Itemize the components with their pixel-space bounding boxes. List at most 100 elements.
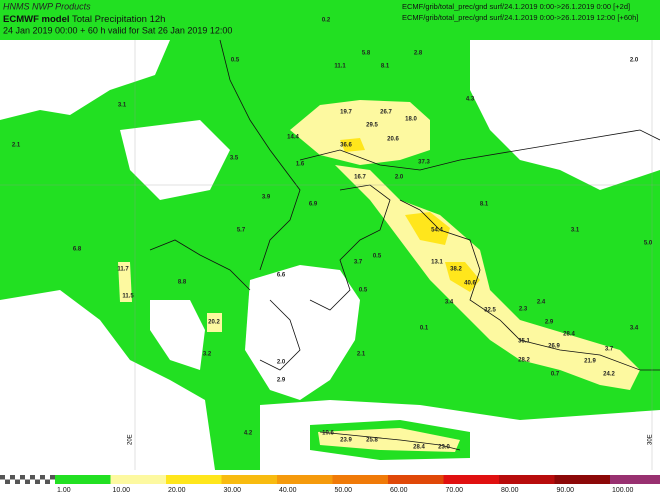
- model: ECMWF model: [3, 14, 70, 25]
- value-label: 2.0: [395, 175, 404, 181]
- value-labels: 0.2 0.5 5.8 2.8 11.1 8.1 2.0 3.1 4.3 19.7 26.7 29.5…: [12, 18, 653, 451]
- value-label: 29.5: [366, 123, 378, 129]
- value-label: 20.6: [387, 137, 399, 143]
- legend-label: 40.00: [279, 487, 297, 494]
- value-label: 14.4: [287, 135, 299, 141]
- value-label: 11.5: [122, 294, 134, 300]
- legend-swatch: [166, 475, 222, 484]
- value-label: 0.2: [322, 18, 331, 24]
- value-label: 8.8: [178, 280, 187, 286]
- value-label: 23.0: [438, 445, 450, 451]
- legend-swatch: [221, 475, 277, 484]
- legend-swatch: [388, 475, 444, 484]
- value-label: 2.3: [519, 307, 528, 313]
- value-label: 16.7: [354, 175, 366, 181]
- value-label: 6.8: [73, 247, 82, 253]
- value-label: 38.2: [450, 267, 462, 273]
- value-label: 3.7: [354, 260, 363, 266]
- value-label: 40.6: [464, 281, 476, 287]
- value-label: 3.5: [230, 156, 239, 162]
- info-line: ECMF/grib/total_prec/gnd surf/24.1.2019 …: [402, 13, 638, 22]
- value-label: 19.6: [322, 431, 334, 437]
- value-label: 3.9: [262, 195, 271, 201]
- value-label: 35.1: [518, 339, 530, 345]
- value-label: 5.8: [362, 51, 371, 57]
- value-label: 11.1: [334, 64, 346, 70]
- value-label: 26.7: [380, 110, 392, 116]
- value-label: 2.0: [630, 58, 639, 64]
- coastlines: [149, 39, 660, 451]
- value-label: 5.7: [237, 228, 246, 234]
- legend-label: 80.00: [501, 487, 519, 494]
- value-label: 28.4: [563, 332, 575, 338]
- value-label: 6.9: [309, 202, 318, 208]
- heavy-precip: [340, 138, 480, 292]
- value-label: 2.4: [537, 300, 546, 306]
- dry-areas: [0, 40, 660, 470]
- value-label: 2.9: [545, 320, 554, 326]
- legend-swatch: [55, 475, 111, 484]
- value-label: 2.9: [277, 378, 286, 384]
- legend-label: 10.00: [113, 487, 131, 494]
- value-label: 26.9: [548, 344, 560, 350]
- value-label: 5.0: [644, 241, 653, 247]
- value-label: 23.9: [340, 438, 352, 444]
- legend-swatch: [110, 475, 166, 484]
- legend-swatch: [554, 475, 610, 484]
- value-label: 6.6: [277, 273, 286, 279]
- meridian-label: 20E: [128, 434, 134, 445]
- legend-label: 30.00: [224, 487, 242, 494]
- value-label: 3.1: [118, 103, 127, 109]
- value-label: 13.1: [431, 260, 443, 266]
- value-label: 4.3: [466, 97, 475, 103]
- value-label: 28.4: [413, 445, 425, 451]
- info-line: ECMF/grib/total_prec/gnd surf/24.1.2019 …: [402, 2, 630, 11]
- legend-swatch: [610, 475, 660, 484]
- value-label: 36.6: [340, 143, 352, 149]
- legend-label: 70.00: [446, 487, 464, 494]
- value-label: 4.2: [244, 431, 253, 437]
- value-label: 21.9: [584, 359, 596, 365]
- meridian-label: 30E: [648, 434, 654, 445]
- value-label: 24.2: [603, 372, 615, 378]
- value-label: 3.7: [605, 347, 614, 353]
- value-label: 2.1: [357, 352, 366, 358]
- value-label: 3.4: [630, 326, 639, 332]
- legend-swatch: [332, 475, 388, 484]
- value-label: 2.1: [12, 143, 21, 149]
- value-label: 25.8: [366, 438, 378, 444]
- legend-label: 20.00: [168, 487, 186, 494]
- legend-label: 60.00: [390, 487, 408, 494]
- value-label: 8.1: [480, 202, 489, 208]
- value-label: 11.7: [117, 267, 129, 273]
- value-label: 32.5: [484, 308, 496, 314]
- value-label: 19.7: [340, 110, 352, 116]
- value-label: 3.2: [203, 352, 212, 358]
- value-label: 8.1: [381, 64, 390, 70]
- value-label: 0.7: [551, 372, 560, 378]
- legend-label: 50.00: [335, 487, 353, 494]
- value-label: 37.3: [418, 160, 430, 166]
- legend-swatch: [499, 475, 555, 484]
- value-label: 3.4: [445, 300, 454, 306]
- legend-swatch: [443, 475, 499, 484]
- header-line3: 24 Jan 2019 00:00 + 60 h valid for Sat 2…: [3, 25, 232, 35]
- legend-no-data: [0, 475, 55, 484]
- value-label: 2.0: [277, 360, 286, 366]
- value-label: 1.6: [296, 162, 305, 168]
- legend-swatch: [277, 475, 333, 484]
- value-label: 0.5: [359, 288, 368, 294]
- legend: 1.00 10.00 20.00 30.00 40.00 50.00 60.00 70.00 8…: [55, 475, 660, 494]
- value-label: 28.2: [518, 358, 530, 364]
- value-label: 18.0: [405, 117, 417, 123]
- value-label: 20.2: [208, 320, 220, 326]
- value-label: 0.1: [420, 326, 429, 332]
- value-label: 54.4: [431, 228, 443, 234]
- legend-label: 90.00: [557, 487, 575, 494]
- value-label: 2.8: [414, 51, 423, 57]
- value-label: 3.1: [571, 228, 580, 234]
- value-label: 0.5: [231, 58, 240, 64]
- header-line1: HNMS NWP Products: [3, 1, 91, 11]
- legend-label: 100.00: [612, 487, 634, 494]
